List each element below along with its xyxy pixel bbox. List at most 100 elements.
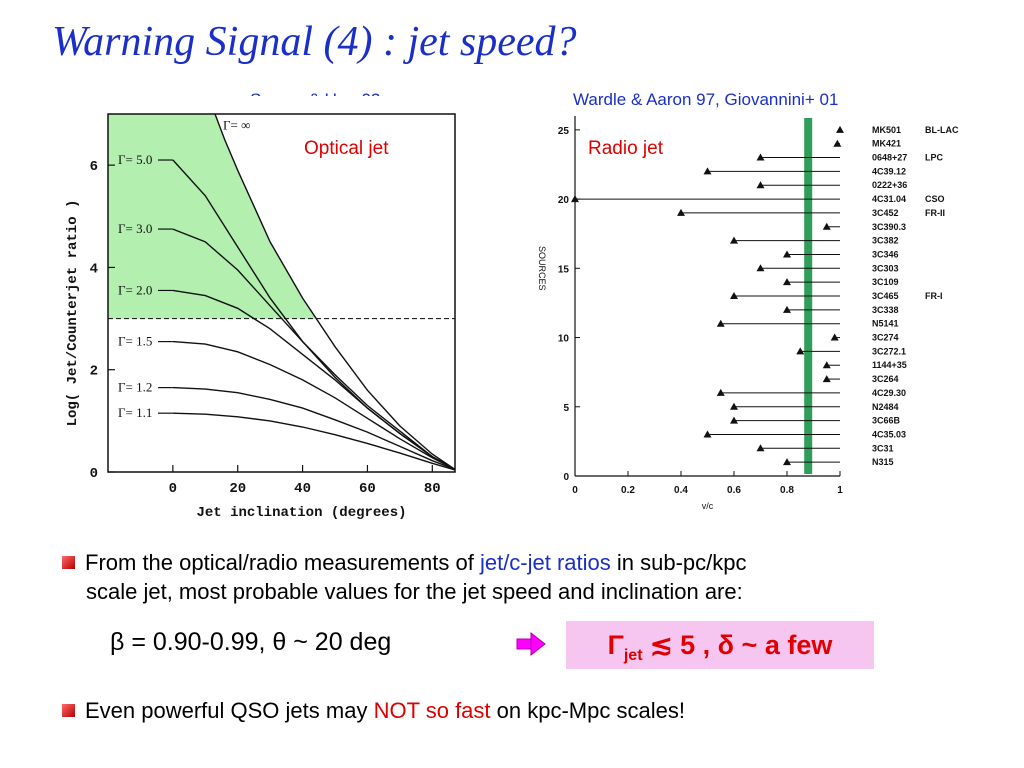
series-label-1: Γ= 5.0	[118, 152, 152, 167]
source-marker-9	[783, 250, 791, 258]
x-tick-label: 80	[424, 481, 441, 497]
source-name-0: MK501	[872, 125, 901, 135]
y-axis-label: Log( Jet/Counterjet ratio )	[65, 200, 81, 427]
x-axis-label: Jet inclination (degrees)	[196, 505, 406, 521]
class-annotation-4: FR-I	[925, 291, 943, 301]
y-tick-label: 2	[90, 364, 98, 380]
source-marker-18	[822, 375, 831, 383]
source-marker-10	[756, 264, 765, 272]
source-marker-13	[783, 305, 791, 313]
x-tick-label: 0.2	[621, 485, 635, 496]
class-annotation-3: FR-II	[925, 208, 945, 218]
y-tick-label: 6	[90, 159, 98, 175]
x-tick-label: 0.6	[727, 485, 741, 496]
optical-jet-chart-svg: Γ= ∞ Γ= 5.0 Γ= 3.0 Γ= 2.0 Γ= 1.5 Γ= 1.2 Γ= 1.1…	[65, 113, 456, 521]
x-tick-label: 0	[572, 485, 578, 496]
bullet2-pre: Even powerful QSO jets may	[85, 698, 374, 723]
bullet-square-icon	[62, 556, 75, 569]
series-line-2	[172, 228, 456, 471]
source-marker-19	[716, 388, 725, 396]
bullet-qso-jets: Even powerful QSO jets may NOT so fast o…	[62, 696, 685, 725]
y-tick-label: 0	[563, 472, 569, 483]
source-marker-0	[836, 125, 844, 133]
result-box: Γjet ≲ 5 , δ ~ a few	[566, 621, 874, 669]
source-marker-20	[730, 402, 738, 410]
source-marker-14	[716, 319, 725, 327]
y-axis-label: SOURCES	[537, 246, 547, 291]
series-line-6	[172, 412, 456, 471]
bullet1-pre: From the optical/radio measurements of	[85, 550, 480, 575]
source-name-14: N5141	[872, 319, 899, 329]
source-name-18: 3C264	[872, 374, 899, 384]
bullet1-post: in sub-pc/kpc	[610, 550, 747, 575]
source-name-5: 4C31.04	[872, 194, 906, 204]
y-tick-label: 15	[558, 264, 570, 275]
source-name-9: 3C346	[872, 249, 899, 259]
class-annotation-2: CSO	[925, 194, 945, 204]
bullet1-highlight: jet/c-jet ratios	[479, 550, 611, 575]
bullet1-line2: scale jet, most probable values for the …	[86, 579, 743, 604]
source-name-21: 3C66B	[872, 416, 901, 426]
source-marker-4	[756, 181, 765, 189]
bullet2-highlight: NOT so fast	[373, 698, 491, 723]
y-tick-label: 4	[90, 261, 98, 277]
bullet-measurements: From the optical/radio measurements of j…	[62, 548, 962, 606]
source-name-22: 4C35.03	[872, 429, 906, 439]
x-tick-label: 60	[359, 481, 376, 497]
source-marker-8	[730, 236, 738, 244]
source-marker-12	[730, 292, 738, 299]
source-name-16: 3C272.1	[872, 346, 906, 356]
class-annotation-1: LPC	[925, 153, 944, 163]
source-marker-11	[783, 278, 791, 286]
source-name-1: MK421	[872, 139, 901, 149]
credit-wardle-aaron: Wardle & Aaron 97, Giovannini+ 01	[573, 90, 839, 109]
source-marker-16	[796, 347, 805, 355]
source-marker-24	[783, 458, 791, 466]
source-marker-5	[571, 195, 579, 203]
source-name-15: 3C274	[872, 333, 899, 343]
result-sub: jet	[623, 647, 643, 664]
source-marker-21	[730, 416, 738, 424]
series-label-6: Γ= 1.1	[118, 405, 152, 420]
source-name-20: N2484	[872, 402, 899, 412]
source-marker-1	[833, 139, 842, 147]
source-name-3: 4C39.12	[872, 166, 906, 176]
source-marker-22	[703, 430, 712, 438]
optical-jet-label: Optical jet	[304, 138, 389, 159]
shaded-region	[108, 114, 317, 319]
y-tick-label: 5	[563, 403, 569, 414]
series-label-4: Γ= 1.5	[118, 334, 152, 349]
source-name-8: 3C382	[872, 236, 899, 246]
x-tick-label: 0.4	[674, 485, 688, 496]
x-tick-label: 0	[169, 481, 177, 497]
source-name-23: 3C31	[872, 443, 894, 453]
source-name-13: 3C338	[872, 305, 899, 315]
source-marker-17	[822, 361, 831, 369]
radio-jet-chart: 0 0.2 0.4 0.6 0.8 1 0 5 10 15 20 25 MK501 MK421 0648+2…	[515, 108, 985, 523]
y-tick-label: 25	[558, 126, 570, 137]
series-label-2: Γ= 3.0	[118, 221, 152, 236]
series-label-5: Γ= 1.2	[118, 380, 152, 395]
slide-title: Warning Signal (4) : jet speed?	[52, 19, 577, 65]
x-axis-label: v/c	[702, 501, 714, 511]
source-name-10: 3C303	[872, 263, 899, 273]
optical-jet-chart: Γ= ∞ Γ= 5.0 Γ= 3.0 Γ= 2.0 Γ= 1.5 Γ= 1.2 Γ= 1.1…	[60, 96, 470, 528]
source-name-19: 4C29.30	[872, 388, 906, 398]
x-tick-label: 1	[837, 485, 843, 496]
bullet2-post: on kpc-Mpc scales!	[490, 698, 685, 723]
source-name-17: 1144+35	[872, 360, 907, 370]
bullet-square-icon	[62, 704, 75, 717]
source-name-11: 3C109	[872, 277, 899, 287]
class-annotation-0: BL-LAC	[925, 125, 959, 135]
result-rest: ≲ 5 , δ ~ a few	[642, 630, 833, 660]
jet-values-text: β = 0.90-0.99, θ ~ 20 deg	[110, 628, 392, 656]
source-marker-23	[756, 444, 765, 452]
plot-frame	[107, 113, 456, 473]
x-tick-label: 40	[294, 481, 311, 497]
y-tick-label: 0	[90, 466, 98, 482]
series-line-4	[172, 340, 456, 471]
x-tick-label: 0.8	[780, 485, 794, 496]
series-line-5	[172, 386, 456, 471]
series-line-0	[214, 113, 456, 470]
arrow-right-icon	[516, 632, 546, 656]
